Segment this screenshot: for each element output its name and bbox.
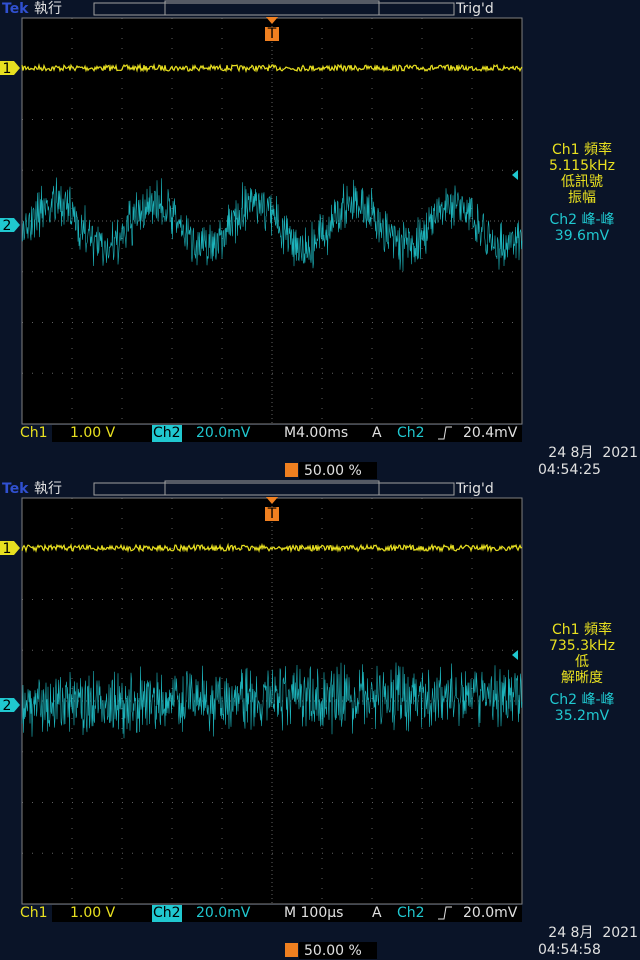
timebase: M4.00ms [284,425,348,441]
ch2-measurement: 39.6mV [555,228,610,244]
ch1-measurement: 5.115kHz [549,158,615,174]
ch1-label: Ch1 [20,905,48,921]
ch1-label: Ch1 [20,425,48,441]
brand: Tek [2,1,29,17]
trigger-source: Ch2 [397,425,425,441]
ch1-trace [21,542,523,554]
trigger-pos-bg [299,942,377,959]
trigger-pos-icon [285,943,298,957]
ch2-measurement: Ch2 峰-峰 [549,212,614,228]
time: 04:54:58 [538,942,601,958]
ch1-trace [21,62,523,74]
ch2-label: Ch2 [153,425,181,441]
ch1-measurement: 振幅 [568,190,596,206]
trigger-pos-icon [285,463,298,477]
date: 24 8月 2021 [548,445,638,461]
ch2-label-bg [152,425,182,442]
ch2-label-bg [152,905,182,922]
trigger-source: Ch2 [397,905,425,921]
record-window [164,0,380,16]
ch1-marker-bg [0,61,20,75]
trigger-state: Trig'd [455,481,494,497]
ch1-marker: 1 [3,541,12,557]
trigger-marker-bg [265,507,279,521]
trigger-slope [438,906,452,920]
ch1-measurement: 低訊號 [561,174,603,190]
ch2-trace [21,177,523,272]
ch1-measurement: Ch1 頻率 [552,621,612,638]
status: 執行 [34,1,62,17]
ch2-scale: 20.0mV [196,905,251,921]
trigger-marker-bg [265,27,279,41]
time: 04:54:25 [538,462,601,478]
trigger-state: Trig'd [455,1,494,17]
ch2-label: Ch2 [153,905,181,921]
ch2-trace [21,662,523,739]
trigger-position: 50.00 % [304,943,362,959]
ch1-measurement: Ch1 頻率 [552,141,612,158]
record-window [164,480,380,496]
trigger-marker: T [267,26,277,42]
ch1-measurement: 735.3kHz [549,638,615,654]
trigger-marker: T [267,506,277,522]
trigger-arrow [266,497,278,504]
trigger-pos-bg [299,462,377,479]
ch2-marker: 2 [3,218,12,234]
trigger-slope [438,426,452,440]
ch1-measurement: 低 [575,654,589,670]
trigger-position: 50.00 % [304,463,362,479]
brand: Tek [2,481,29,497]
trigger-level-arrow [512,170,518,180]
acquisition-mode: A [372,425,382,441]
ch2-scale: 20.0mV [196,425,251,441]
trigger-level-arrow [512,650,518,660]
trigger-level: 20.0mV [463,905,518,921]
trigger-level: 20.4mV [463,425,518,441]
ch1-marker: 1 [3,61,12,77]
ch1-scale: 1.00 V [70,425,116,441]
ch1-marker-bg [0,541,20,555]
ch2-marker-bg [0,698,20,712]
ch2-marker-bg [0,218,20,232]
ch2-marker: 2 [3,698,12,714]
ch2-measurement: 35.2mV [555,708,610,724]
acquisition-mode: A [372,905,382,921]
ch1-scale: 1.00 V [70,905,116,921]
ch1-measurement: 解晰度 [561,670,603,686]
timebase: M 100µs [284,905,343,921]
date: 24 8月 2021 [548,925,638,941]
trigger-arrow [266,17,278,24]
ch2-measurement: Ch2 峰-峰 [549,692,614,708]
status: 執行 [34,481,62,497]
